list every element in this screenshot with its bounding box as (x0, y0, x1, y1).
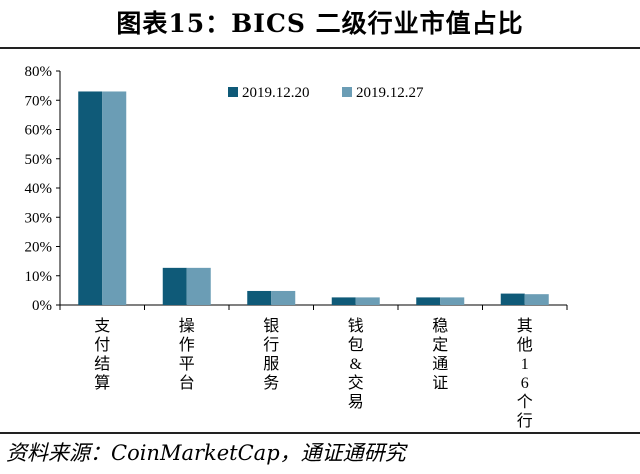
x-tick-label: 其他16个行业 (517, 317, 533, 430)
chart-title: 图表15：BICS 二级行业市值占比 (116, 9, 524, 38)
bar (524, 294, 549, 305)
bar (102, 91, 127, 305)
bar (78, 91, 103, 305)
bar (162, 267, 187, 305)
bar (331, 297, 356, 305)
y-tick-label: 30% (25, 210, 53, 226)
x-tick-label: 操作平台 (179, 317, 195, 392)
bar (500, 293, 525, 305)
bar (186, 267, 211, 305)
title-divider (0, 47, 640, 49)
bar (271, 290, 296, 305)
legend-swatch (228, 87, 238, 97)
x-tick-label: 稳定通证 (432, 317, 448, 392)
y-tick-label: 60% (25, 123, 53, 139)
y-tick-label: 20% (25, 240, 53, 256)
bar-chart: 0% 10% 20% 30% 40% 50% 60% 70% 80% 支付结算 操作平台 银行服务 钱包… (25, 64, 568, 430)
bar (416, 297, 441, 305)
bar (355, 297, 380, 305)
x-tick-label: 支付结算 (94, 317, 110, 392)
x-tick-label: 银行服务 (263, 317, 279, 392)
source-divider (0, 432, 640, 434)
legend-swatch (342, 87, 352, 97)
legend-label: 2019.12.27 (356, 85, 424, 101)
y-tick-label: 40% (25, 181, 53, 197)
bar (247, 290, 272, 305)
y-tick-label: 10% (25, 269, 53, 285)
y-tick-label: 80% (25, 64, 53, 80)
y-tick-label: 70% (25, 93, 53, 109)
x-tick-label: 钱包&交易 (348, 317, 364, 411)
y-tick-label: 0% (32, 298, 52, 314)
y-tick-label: 50% (25, 152, 53, 168)
legend-label: 2019.12.20 (242, 85, 310, 101)
bar (440, 297, 465, 305)
source-note: 资料来源：CoinMarketCap，通证通研究 (6, 441, 406, 465)
